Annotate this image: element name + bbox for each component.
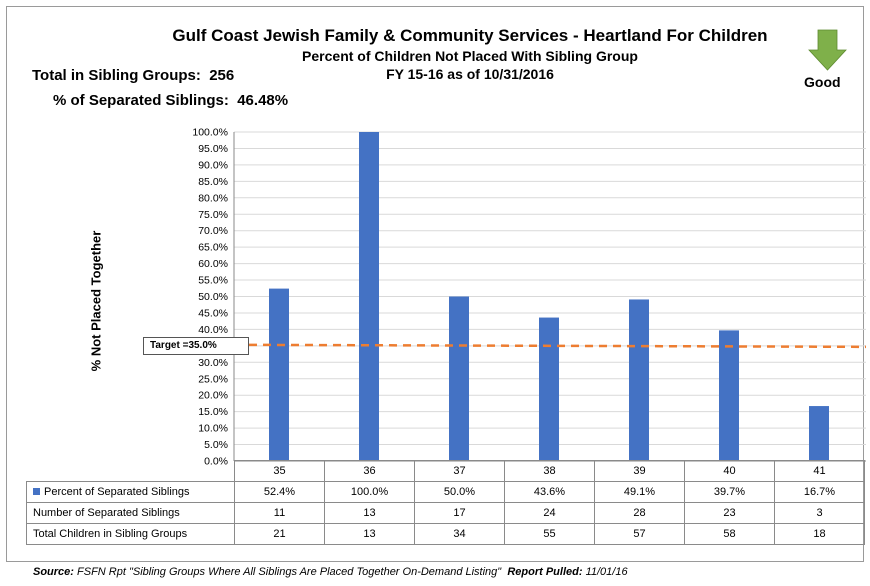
bar-41	[809, 406, 829, 461]
category-label: 40	[684, 460, 775, 482]
table-cell: 58	[684, 523, 775, 545]
y-tick-label: 5.0%	[204, 439, 228, 451]
total-value: 256	[209, 67, 235, 84]
bar-35	[269, 288, 289, 461]
y-tick-label: 85.0%	[198, 176, 228, 188]
category-label: 36	[324, 460, 415, 482]
table-cell: 18	[774, 523, 865, 545]
table-cell: 17	[414, 502, 505, 524]
table-cell: 55	[504, 523, 595, 545]
good-label: Good	[804, 74, 841, 90]
report-date: 11/01/16	[585, 566, 628, 578]
row-header: Total Children in Sibling Groups	[26, 523, 235, 545]
y-tick-label: 15.0%	[198, 406, 228, 418]
y-tick-label: 25.0%	[198, 373, 228, 385]
source-text: FSFN Rpt "Sibling Groups Where All Sibli…	[77, 566, 502, 578]
bar-40	[719, 330, 739, 461]
table-cell: 23	[684, 502, 775, 524]
target-value: 35.0%	[188, 340, 217, 351]
down-arrow-icon	[808, 29, 847, 71]
table-row: Number of Separated Siblings 11 13 17 24…	[26, 502, 865, 524]
y-tick-label: 40.0%	[198, 324, 228, 336]
table-cell: 28	[594, 502, 685, 524]
data-label: 100.0%	[324, 481, 415, 503]
chart-frame	[6, 6, 864, 562]
chart-title: Gulf Coast Jewish Family & Community Ser…	[172, 26, 768, 45]
y-tick-label: 50.0%	[198, 291, 228, 303]
data-label: 43.6%	[504, 481, 595, 503]
target-label-text: Target =	[150, 340, 189, 351]
y-tick-label: 90.0%	[198, 159, 228, 171]
source-label: Source:	[33, 566, 74, 578]
table-cell: 57	[594, 523, 685, 545]
chart-subtitle: Percent of Children Not Placed With Sibl…	[302, 48, 638, 64]
y-tick-label: 10.0%	[198, 423, 228, 435]
table-cell: 13	[324, 502, 415, 524]
table-row: Total Children in Sibling Groups 21 13 3…	[26, 523, 865, 545]
y-tick-label: 55.0%	[198, 275, 228, 287]
table-corner	[26, 460, 235, 482]
data-label: 49.1%	[594, 481, 685, 503]
y-axis-label: % Not Placed Together	[88, 230, 104, 372]
category-label: 37	[414, 460, 505, 482]
data-label: 50.0%	[414, 481, 505, 503]
bar-37	[449, 296, 469, 461]
table-cell: 34	[414, 523, 505, 545]
pct-label: % of Separated Siblings:	[53, 92, 229, 109]
bar-36	[359, 132, 379, 461]
y-tick-label: 100.0%	[192, 127, 228, 139]
y-tick-label: 60.0%	[198, 258, 228, 270]
table-cell: 3	[774, 502, 865, 524]
table-row: Percent of Separated Siblings 52.4% 100.…	[26, 481, 865, 503]
category-label: 35	[234, 460, 325, 482]
y-tick-label: 75.0%	[198, 209, 228, 221]
y-tick-label: 45.0%	[198, 307, 228, 319]
bars	[269, 132, 829, 461]
y-tick-label: 95.0%	[198, 143, 228, 155]
y-tick-label: 65.0%	[198, 242, 228, 254]
series-name: Percent of Separated Siblings	[44, 486, 190, 498]
bar-39	[629, 299, 649, 461]
table-cell: 24	[504, 502, 595, 524]
y-tick-label: 80.0%	[198, 192, 228, 204]
data-label: 16.7%	[774, 481, 865, 503]
category-label: 41	[774, 460, 865, 482]
legend-swatch	[33, 488, 40, 495]
pct-value: 46.48%	[237, 92, 289, 109]
total-label: Total in Sibling Groups:	[32, 67, 201, 84]
legend-entry: Percent of Separated Siblings	[26, 481, 235, 503]
total-in-sibling-groups: Total in Sibling Groups: 256	[32, 67, 234, 84]
table-cell: 11	[234, 502, 325, 524]
target-line	[248, 343, 867, 349]
category-label: 39	[594, 460, 685, 482]
y-tick-labels: 0.0%5.0%10.0%15.0%20.0%25.0%30.0%35.0%40…	[192, 127, 228, 468]
y-tick-label: 20.0%	[198, 390, 228, 402]
data-label: 39.7%	[684, 481, 775, 503]
source-note: Source: FSFN Rpt "Sibling Groups Where A…	[33, 566, 628, 578]
data-table: 35 36 37 38 39 40 41 Percent of Separate…	[26, 460, 865, 545]
category-row: 35 36 37 38 39 40 41	[26, 460, 865, 482]
category-label: 38	[504, 460, 595, 482]
report-label: Report Pulled:	[507, 566, 583, 578]
table-cell: 21	[234, 523, 325, 545]
percent-separated-siblings: % of Separated Siblings: 46.48%	[53, 92, 288, 109]
y-tick-label: 30.0%	[198, 357, 228, 369]
row-header: Number of Separated Siblings	[26, 502, 235, 524]
y-tick-label: 70.0%	[198, 225, 228, 237]
target-label: Target =35.0%	[143, 337, 249, 355]
chart-period: FY 15-16 as of 10/31/2016	[386, 66, 554, 82]
data-label: 52.4%	[234, 481, 325, 503]
bar-38	[539, 317, 559, 461]
table-cell: 13	[324, 523, 415, 545]
